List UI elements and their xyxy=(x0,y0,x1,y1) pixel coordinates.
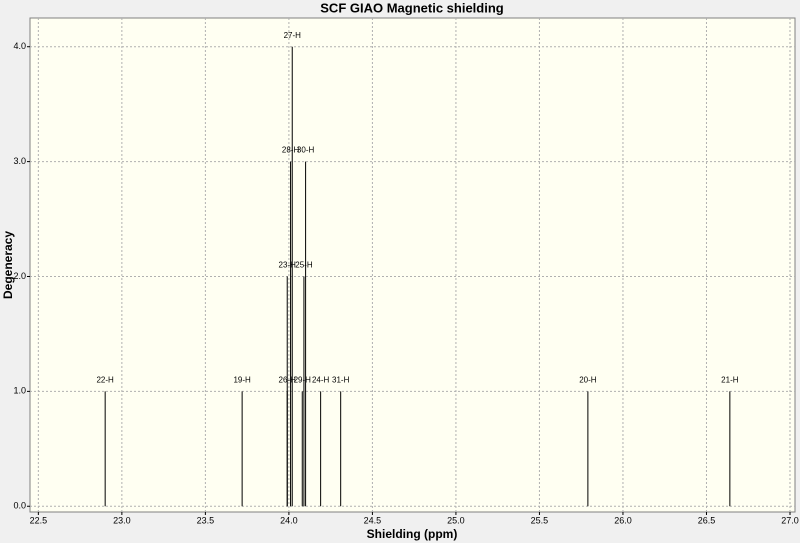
peak-label: 29-H xyxy=(294,375,312,384)
peak-label: 27-H xyxy=(284,31,302,40)
x-axis-label: Shielding (ppm) xyxy=(367,527,458,541)
plot-area xyxy=(29,17,796,513)
x-tick-label: 23.5 xyxy=(197,515,215,525)
peak-label: 31-H xyxy=(332,375,350,384)
x-tick-label: 26.0 xyxy=(614,515,632,525)
peak-label: 22-H xyxy=(96,375,114,384)
peak-label: 23-H xyxy=(279,261,297,270)
peak-label: 25-H xyxy=(295,261,313,270)
x-tick-label: 25.0 xyxy=(447,515,465,525)
peak-label: 30-H xyxy=(297,146,315,155)
x-tick-label: 24.5 xyxy=(364,515,382,525)
peak-label: 24-H xyxy=(312,375,330,384)
chart-title: SCF GIAO Magnetic shielding xyxy=(320,0,504,15)
peak-label: 28-H xyxy=(282,146,300,155)
y-tick-label: 0.0 xyxy=(13,501,26,511)
x-tick-label: 25.5 xyxy=(531,515,549,525)
x-tick-label: 24.0 xyxy=(280,515,298,525)
peak-label: 20-H xyxy=(579,375,597,384)
x-tick-label: 22.5 xyxy=(30,515,48,525)
y-axis-label: Degeneracy xyxy=(1,231,15,299)
peak-label: 21-H xyxy=(721,375,739,384)
x-tick-label: 26.5 xyxy=(698,515,716,525)
y-tick-label: 2.0 xyxy=(13,271,26,281)
x-tick-label: 23.0 xyxy=(113,515,131,525)
peak-label: 19-H xyxy=(233,375,251,384)
y-tick-label: 4.0 xyxy=(13,41,26,51)
y-tick-label: 1.0 xyxy=(13,386,26,396)
x-tick-label: 27.0 xyxy=(781,515,799,525)
y-tick-label: 3.0 xyxy=(13,156,26,166)
